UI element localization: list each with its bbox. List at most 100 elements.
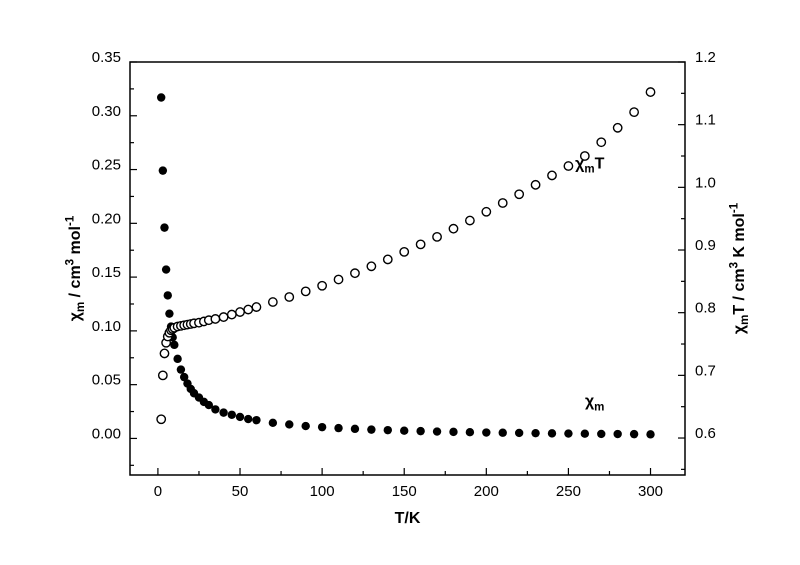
y-left-tick-label: 0.05 [92, 372, 121, 389]
data-point-chi_m [161, 265, 171, 274]
y-right-tick-label: 1.1 [695, 112, 716, 129]
data-point-chi_mT [432, 231, 442, 242]
data-point-chi_m [514, 428, 524, 438]
y-right-tick-label: 0.9 [695, 237, 716, 254]
y-left-axis-title: χm / cm3 mol-1 [65, 215, 88, 321]
x-tick-label: 50 [232, 483, 249, 500]
plot-frame-group [129, 61, 686, 476]
y-left-tick-label: 0.25 [92, 157, 121, 174]
data-point-chi_m [547, 429, 557, 438]
data-point-chi_m [416, 426, 425, 436]
data-point-chi_mT [333, 274, 344, 285]
plot-frame [129, 61, 686, 476]
data-point-chi_mT [366, 261, 377, 272]
data-point-chi_mT [497, 198, 508, 208]
data-point-chi_m [350, 424, 360, 434]
data-point-chi_m [170, 340, 179, 350]
x-axis-title: T/K [395, 510, 421, 527]
data-point-chi_mT [579, 151, 590, 161]
data-point-chi_m [176, 365, 186, 374]
x-tick-label: 150 [392, 483, 417, 500]
data-point-chi_m [531, 428, 540, 438]
data-point-chi_m [317, 422, 327, 432]
data-point-chi_m [227, 410, 237, 419]
data-point-chi_mT [481, 206, 492, 217]
data-point-chi_mT [596, 137, 607, 148]
x-tick-label: 200 [474, 483, 499, 500]
data-point-chi_mT [530, 179, 541, 190]
data-point-chi_m [158, 166, 168, 175]
data-point-chi_m [465, 427, 475, 437]
data-point-chi_mT [284, 292, 295, 302]
series-chi_mT [156, 87, 656, 425]
data-point-chi_m [211, 405, 220, 414]
annotations: χmT χm [575, 156, 604, 414]
data-point-chi_m [235, 412, 245, 422]
data-point-chi_m [204, 400, 214, 410]
y-left-tick-label: 0.15 [92, 264, 121, 281]
data-point-chi_mT [226, 309, 237, 320]
data-point-chi_mT [563, 161, 574, 171]
data-point-chi_mT [267, 297, 278, 307]
y-right-axis-title: χmT / cm3 K mol-1 [729, 202, 752, 334]
x-tick-label: 0 [154, 483, 162, 500]
x-tick-label: 250 [556, 483, 581, 500]
data-point-chi_m [301, 421, 310, 431]
data-point-chi_mT [464, 215, 475, 226]
data-point-chi_m [367, 425, 376, 434]
data-point-chi_m [498, 428, 507, 437]
data-point-chi_mT [350, 268, 360, 279]
data-point-chi_m [629, 429, 639, 439]
data-point-chi_mT [399, 246, 410, 257]
data-point-chi_m [449, 427, 458, 437]
data-point-chi_m [160, 223, 169, 232]
data-point-chi_m [156, 93, 166, 102]
data-point-chi_mT [251, 302, 262, 312]
data-point-chi_mT [448, 223, 459, 234]
data-point-chi_m [252, 415, 261, 425]
y-right-axis: 0.6 0.7 0.8 0.9 1.0 1.1 1.2 χmT / cm3 K mol-1 [678, 49, 752, 470]
data-point-chi_m [163, 291, 172, 300]
data-point-chi_m [383, 425, 392, 435]
series-chi_m [156, 93, 655, 439]
y-right-tick-label: 0.6 [695, 425, 716, 442]
data-point-chi_m [179, 372, 189, 382]
data-point-chi_mT [382, 254, 393, 265]
data-point-chi_mT [243, 304, 254, 315]
y-left-tick-label: 0.10 [92, 318, 121, 335]
y-left-tick-label: 0.35 [92, 49, 121, 66]
data-point-chi_m [219, 408, 228, 417]
data-point-chi_m [268, 418, 278, 428]
data-point-chi_mT [645, 87, 656, 97]
x-tick-label: 100 [310, 483, 335, 500]
data-point-chi_mT [300, 286, 311, 297]
y-right-tick-label: 1.0 [695, 174, 716, 191]
data-point-chi_mT [210, 314, 221, 324]
data-point-chi_m [580, 429, 590, 438]
data-point-chi_m [244, 414, 253, 424]
data-point-chi_mT [156, 414, 167, 425]
series-annotation: χm [585, 393, 604, 413]
data-point-chi_m [173, 354, 182, 364]
data-point-chi_m [432, 427, 442, 436]
data-point-chi_mT [514, 189, 525, 200]
y-left-tick-label: 0.00 [92, 425, 121, 442]
data-point-chi_mT [547, 170, 557, 181]
data-point-chi_m [165, 309, 174, 318]
data-point-chi_m [400, 426, 409, 435]
x-axis: 0 50 100 150 200 250 300 T/K [154, 468, 663, 527]
data-point-chi_mT [629, 107, 639, 118]
data-point-chi_mT [317, 280, 328, 291]
data-point-chi_m [564, 429, 573, 438]
data-point-chi_m [613, 429, 622, 439]
y-right-tick-label: 0.7 [695, 362, 716, 379]
series-annotation: χmT [575, 156, 604, 176]
data-point-chi_mT [157, 370, 168, 381]
data-point-chi_mT [159, 348, 170, 359]
y-left-tick-label: 0.20 [92, 210, 121, 227]
data-point-chi_mT [612, 122, 623, 133]
x-tick-label: 300 [638, 483, 663, 500]
y-left-axis: 0.00 0.05 0.10 0.15 0.20 0.25 0.30 0.35 χm / cm3… [65, 49, 137, 466]
